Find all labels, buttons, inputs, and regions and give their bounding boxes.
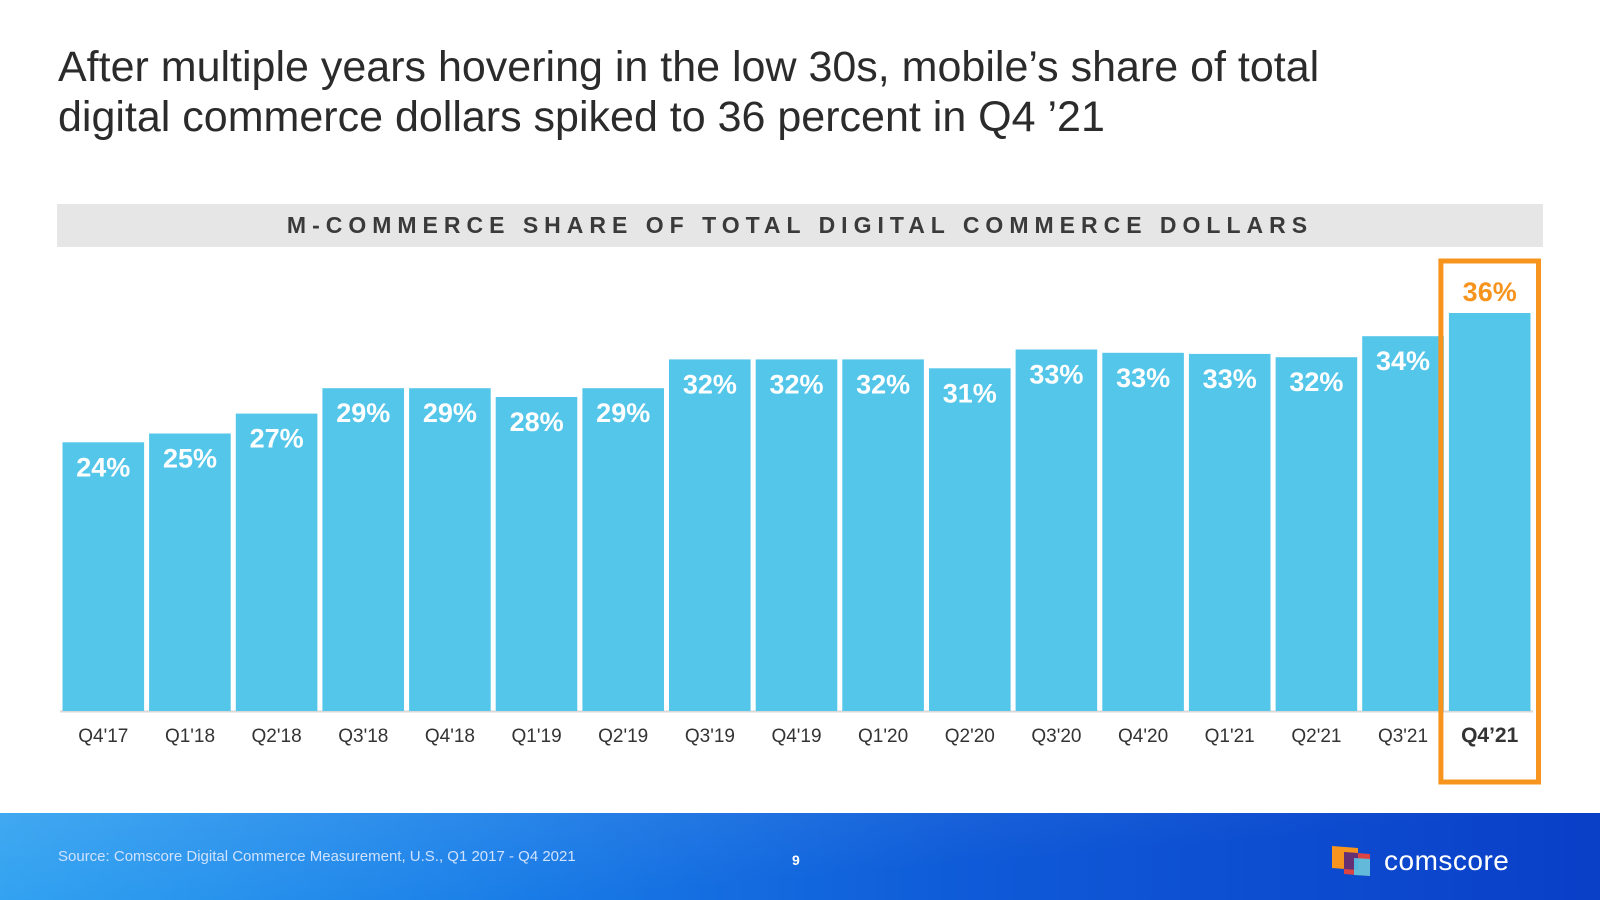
bar-3 xyxy=(322,388,404,711)
x-tick-label-5: Q1'19 xyxy=(512,726,562,747)
bar-13 xyxy=(1188,353,1271,711)
data-label-13: 33% xyxy=(1203,364,1257,394)
data-label-12: 33% xyxy=(1116,363,1170,393)
x-tick-label-8: Q4'19 xyxy=(771,726,821,747)
headline-line-1: After multiple years hovering in the low… xyxy=(58,43,1320,91)
bar-10 xyxy=(929,368,1011,711)
x-tick-label-10: Q2'20 xyxy=(945,726,995,747)
data-label-7: 32% xyxy=(683,369,737,399)
x-tick-label-4: Q4'18 xyxy=(425,726,475,747)
data-label-10: 31% xyxy=(943,378,997,408)
bar-7 xyxy=(669,359,751,711)
bar-6 xyxy=(582,388,664,711)
brand-name: comscore xyxy=(1384,845,1510,876)
data-label-3: 29% xyxy=(336,398,390,428)
data-label-0: 24% xyxy=(76,452,130,482)
headline: After multiple years hovering in the low… xyxy=(58,42,1538,142)
x-tick-label-1: Q1'18 xyxy=(165,726,215,747)
x-tick-label-14: Q2'21 xyxy=(1291,726,1341,747)
x-tick-label-9: Q1'20 xyxy=(858,726,908,747)
x-tick-label-7: Q3'19 xyxy=(685,726,735,747)
x-tick-label-12: Q4'20 xyxy=(1118,726,1168,747)
x-tick-label-15: Q3'21 xyxy=(1378,726,1428,747)
highlight-box xyxy=(1438,258,1542,785)
x-tick-label-16: Q4’21 xyxy=(1461,724,1519,747)
data-label-16: 36% xyxy=(1463,277,1517,307)
bar-0 xyxy=(62,442,145,711)
x-tick-label-13: Q1'21 xyxy=(1205,726,1255,747)
bar-chart: 24% Q4'17 25% Q1'18 27% Q2'18 29% Q3'18 29% Q4'18… xyxy=(60,258,1542,785)
bar-14 xyxy=(1275,357,1358,711)
data-label-15: 34% xyxy=(1376,346,1430,376)
bar-15 xyxy=(1362,336,1444,711)
x-tick-label-2: Q2'18 xyxy=(252,726,302,747)
data-label-5: 28% xyxy=(510,407,564,437)
x-tick-label-3: Q3'18 xyxy=(338,726,388,747)
data-label-4: 29% xyxy=(423,398,477,428)
source-note: Source: Comscore Digital Commerce Measur… xyxy=(58,848,576,865)
bar-4 xyxy=(409,388,491,711)
page-number: 9 xyxy=(792,852,800,868)
headline-line-2: digital commerce dollars spiked to 36 pe… xyxy=(58,93,1105,141)
bar-9 xyxy=(842,359,924,711)
bar-12 xyxy=(1102,352,1184,711)
data-label-6: 29% xyxy=(596,398,650,428)
brand-logo: comscore xyxy=(1330,843,1509,879)
bar-5 xyxy=(495,397,578,711)
chart-title: M-COMMERCE SHARE OF TOTAL DIGITAL COMMER… xyxy=(57,204,1543,247)
bar-1 xyxy=(149,433,231,711)
x-tick-label-11: Q3'20 xyxy=(1031,726,1081,747)
data-label-2: 27% xyxy=(250,424,304,454)
bar-2 xyxy=(235,413,318,711)
comscore-logo-icon xyxy=(1332,846,1370,876)
data-label-1: 25% xyxy=(163,444,217,474)
bar-16 xyxy=(1448,313,1531,711)
data-label-9: 32% xyxy=(856,369,910,399)
data-label-11: 33% xyxy=(1029,360,1083,390)
data-label-14: 32% xyxy=(1289,367,1343,397)
x-tick-label-6: Q2'19 xyxy=(598,726,648,747)
bar-8 xyxy=(755,359,838,711)
bar-11 xyxy=(1015,349,1098,711)
x-tick-label-0: Q4'17 xyxy=(78,726,128,747)
data-label-8: 32% xyxy=(769,369,823,399)
